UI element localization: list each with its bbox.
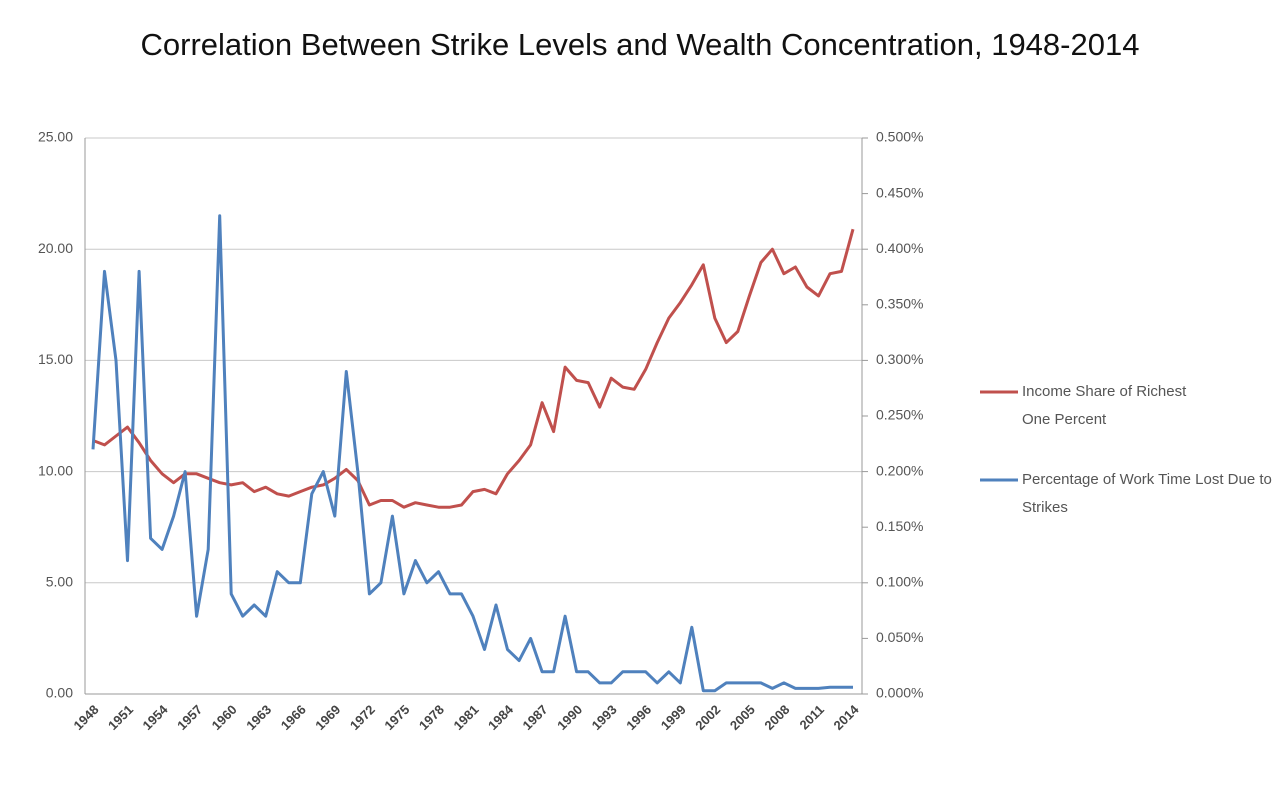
y2-tick-label: 0.100%: [876, 574, 923, 590]
x-tick-label: 1987: [520, 702, 551, 733]
y2-tick-label: 0.050%: [876, 629, 923, 645]
x-tick-label: 1984: [485, 701, 517, 733]
x-tick-label: 1993: [589, 702, 620, 733]
y2-tick-label: 0.250%: [876, 407, 923, 423]
y-tick-label: 15.00: [38, 351, 73, 367]
x-tick-label: 1963: [243, 702, 274, 733]
legend-label: Percentage of Work Time Lost Due to Stri…: [1022, 471, 1272, 516]
series-line: [91, 214, 853, 693]
y-tick-label: 10.00: [38, 462, 73, 478]
y-tick-label: 5.00: [46, 574, 73, 590]
y2-tick-label: 0.450%: [876, 184, 923, 200]
y-tick-label: 0.00: [46, 685, 73, 701]
chart-title: Correlation Between Strike Levels and We…: [140, 27, 1140, 62]
legend-label: Income Share of Richest One Percent: [1022, 383, 1187, 428]
y2-tick-label: 0.000%: [876, 685, 923, 701]
y-tick-label: 20.00: [38, 240, 73, 256]
y2-tick-label: 0.400%: [876, 240, 923, 256]
x-tick-label: 1960: [209, 702, 240, 733]
x-tick-label: 2008: [761, 702, 792, 733]
x-tick-label: 1975: [381, 702, 412, 733]
x-tick-label: 2002: [692, 702, 723, 733]
x-tick-label: 2011: [796, 702, 827, 733]
x-tick-label: 1969: [312, 702, 343, 733]
x-tick-label: 1948: [70, 702, 101, 733]
x-tick-label: 2005: [727, 702, 758, 733]
x-tick-label: 1966: [278, 702, 309, 733]
y2-tick-label: 0.300%: [876, 351, 923, 367]
y2-tick-label: 0.500%: [876, 129, 923, 145]
x-tick-label: 1951: [105, 702, 136, 733]
y2-tick-label: 0.200%: [876, 462, 923, 478]
x-tick-label: 1972: [347, 702, 378, 733]
y2-tick-label: 0.150%: [876, 518, 923, 534]
x-tick-label: 1954: [140, 701, 172, 733]
x-tick-label: 1999: [658, 702, 689, 733]
x-tick-label: 2014: [830, 701, 862, 733]
x-tick-label: 1996: [623, 702, 654, 733]
x-tick-label: 1978: [416, 702, 447, 733]
x-tick-label: 1957: [174, 702, 205, 733]
x-tick-label: 1981: [450, 702, 481, 733]
y2-tick-label: 0.350%: [876, 296, 923, 312]
series-line: [92, 228, 855, 509]
y-tick-label: 25.00: [38, 129, 73, 145]
x-tick-label: 1990: [554, 702, 585, 733]
